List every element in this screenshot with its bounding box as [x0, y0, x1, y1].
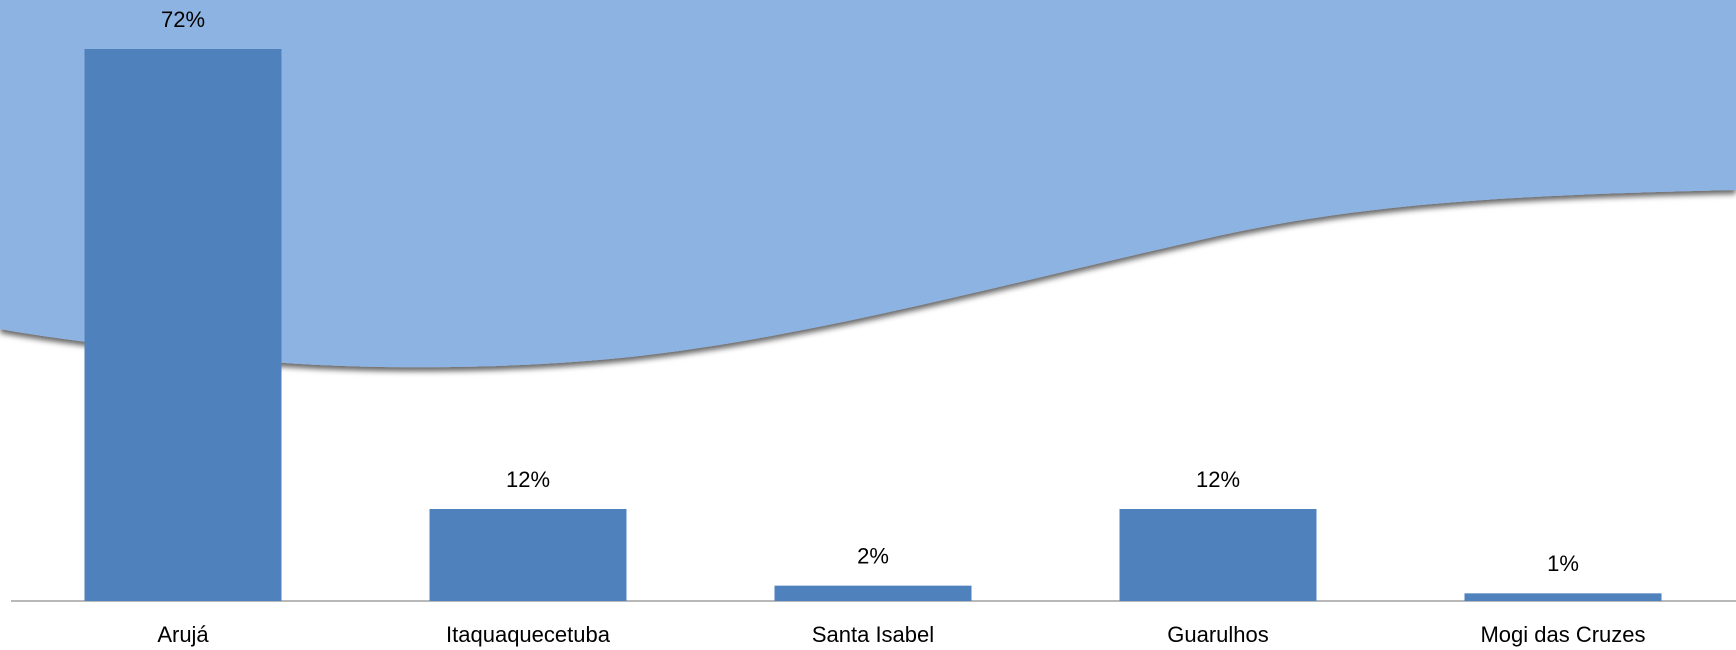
bar — [774, 585, 972, 601]
value-label: 72% — [161, 7, 205, 32]
value-label: 12% — [506, 467, 550, 492]
value-label: 2% — [857, 543, 889, 568]
x-tick-label: Mogi das Cruzes — [1480, 622, 1645, 647]
bar — [1464, 593, 1662, 601]
bar — [84, 49, 282, 601]
value-label: 1% — [1547, 551, 1579, 576]
value-label: 12% — [1196, 467, 1240, 492]
x-tick-label: Itaquaquecetuba — [446, 622, 611, 647]
bar — [429, 509, 627, 601]
x-tick-label: Arujá — [157, 622, 209, 647]
bar — [1119, 509, 1317, 601]
x-tick-label: Santa Isabel — [812, 622, 934, 647]
background-wave — [0, 0, 1736, 368]
x-tick-label: Guarulhos — [1167, 622, 1269, 647]
